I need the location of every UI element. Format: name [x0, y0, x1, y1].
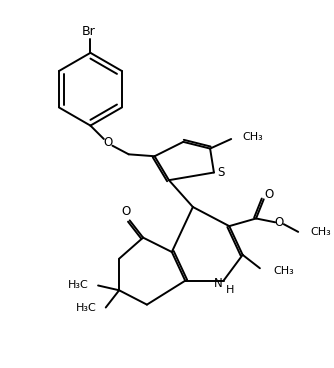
- Text: O: O: [121, 205, 131, 218]
- Text: N: N: [214, 277, 223, 290]
- Text: H₃C: H₃C: [68, 280, 89, 290]
- Text: S: S: [217, 166, 224, 179]
- Text: O: O: [275, 216, 284, 229]
- Text: O: O: [103, 136, 112, 149]
- Text: H: H: [225, 285, 234, 295]
- Text: H₃C: H₃C: [75, 302, 96, 312]
- Text: CH₃: CH₃: [311, 227, 331, 237]
- Text: CH₃: CH₃: [243, 132, 264, 142]
- Text: CH₃: CH₃: [273, 266, 294, 276]
- Text: O: O: [265, 188, 274, 201]
- Text: Br: Br: [82, 25, 96, 38]
